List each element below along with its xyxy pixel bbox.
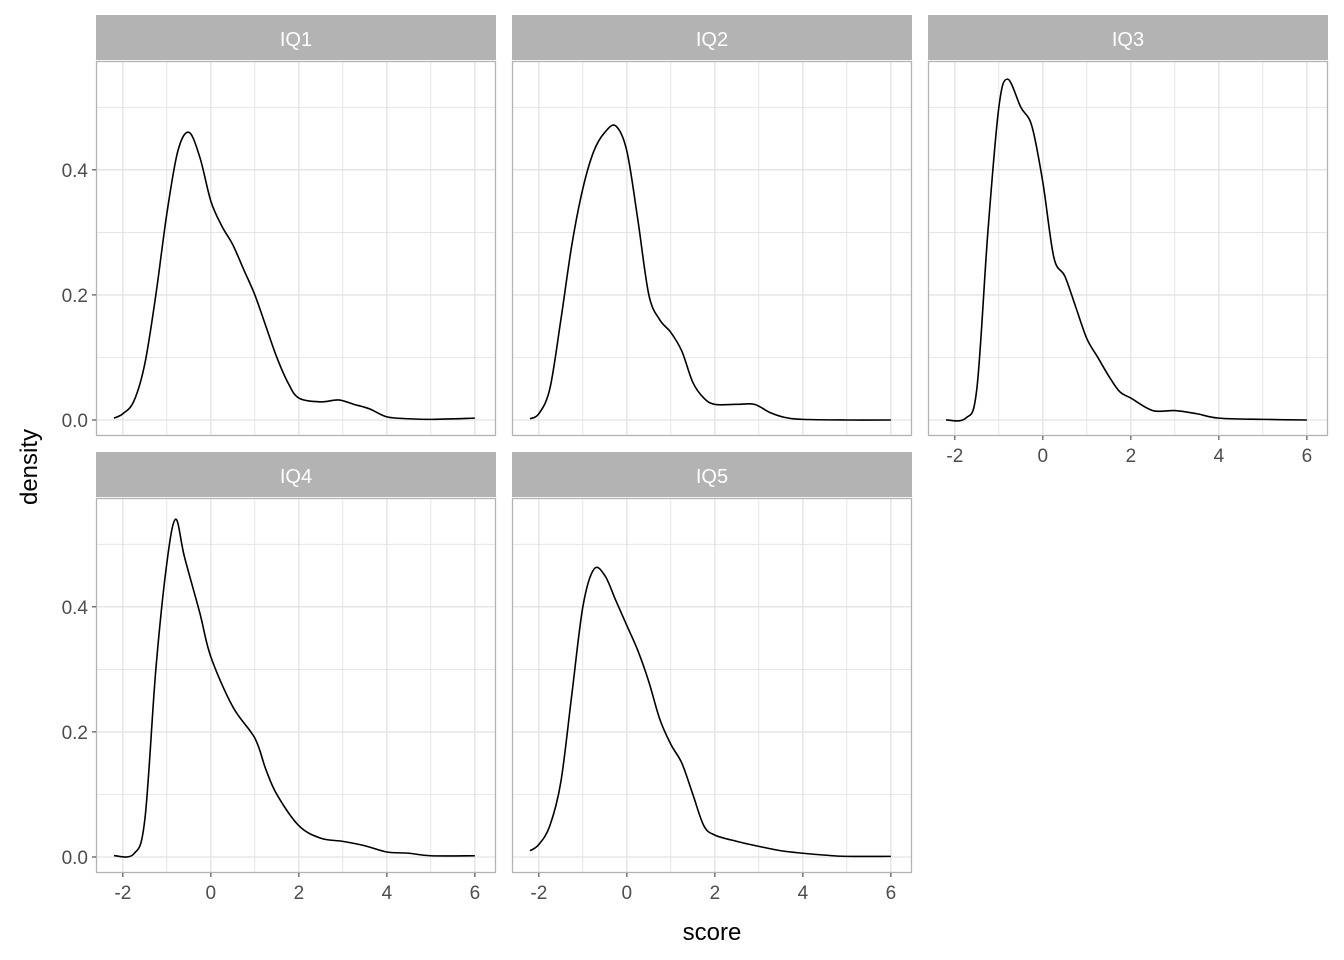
x-tick-label: 6 <box>886 883 897 904</box>
x-tick-label: -2 <box>946 446 963 467</box>
x-tick-label: 4 <box>382 883 393 904</box>
facet-iq4: IQ4 0.0 0.2 0.4 -2 0 2 4 6 <box>62 452 497 904</box>
facet-strip-label: IQ3 <box>1112 29 1144 51</box>
facet-strip <box>96 452 496 497</box>
facet-iq1: IQ1 0.0 0.2 0.4 <box>62 15 497 437</box>
y-tick-label: 0.4 <box>62 161 89 182</box>
y-tick-label: 0.4 <box>62 598 89 619</box>
facet-strip-label: IQ1 <box>280 29 312 51</box>
x-tick-label: 4 <box>1214 446 1225 467</box>
x-tick-label: 0 <box>206 883 217 904</box>
panels: IQ1 0.0 0.2 0.4 IQ2 IQ3 -2 0 2 4 6 IQ4 0.0 0.2 0.4 -2 0 2… <box>62 15 1329 904</box>
y-tick-label: 0.0 <box>62 411 88 432</box>
panel-border <box>511 497 913 874</box>
facet-strip-label: IQ4 <box>280 466 312 488</box>
x-tick-label: 2 <box>710 883 721 904</box>
facet-strip <box>512 452 912 497</box>
facet-iq3: IQ3 -2 0 2 4 6 <box>927 15 1329 467</box>
facet-iq2: IQ2 <box>511 15 913 437</box>
y-tick-label: 0.2 <box>62 723 88 744</box>
facet-strip <box>512 15 912 60</box>
x-tick-label: 0 <box>622 883 633 904</box>
y-tick-label: 0.2 <box>62 286 88 307</box>
x-tick-label: 2 <box>294 883 305 904</box>
x-tick-label: -2 <box>114 883 131 904</box>
x-tick-label: 0 <box>1038 446 1049 467</box>
panel-border <box>511 60 913 437</box>
density-line-iq2 <box>529 124 891 421</box>
x-tick-label: 6 <box>1302 446 1313 467</box>
density-line-iq5 <box>529 566 891 858</box>
panel-border <box>95 60 497 437</box>
x-tick-label: 6 <box>470 883 481 904</box>
x-axis-title: score <box>683 919 742 946</box>
facet-iq5: IQ5 -2 0 2 4 6 <box>511 452 913 904</box>
density-line-iq4 <box>113 518 475 858</box>
facet-strip <box>928 15 1328 60</box>
y-tick-label: 0.0 <box>62 848 88 869</box>
y-axis-title: density <box>16 429 43 505</box>
density-line-iq3 <box>945 78 1307 422</box>
facet-strip-label: IQ2 <box>696 29 728 51</box>
facet-strip-label: IQ5 <box>696 466 728 488</box>
density-line-iq1 <box>113 131 475 421</box>
facet-strip <box>96 15 496 60</box>
panel-border <box>927 60 1329 437</box>
x-tick-label: -2 <box>530 883 547 904</box>
panel-border <box>95 497 497 874</box>
x-tick-label: 2 <box>1126 446 1137 467</box>
x-tick-label: 4 <box>798 883 809 904</box>
